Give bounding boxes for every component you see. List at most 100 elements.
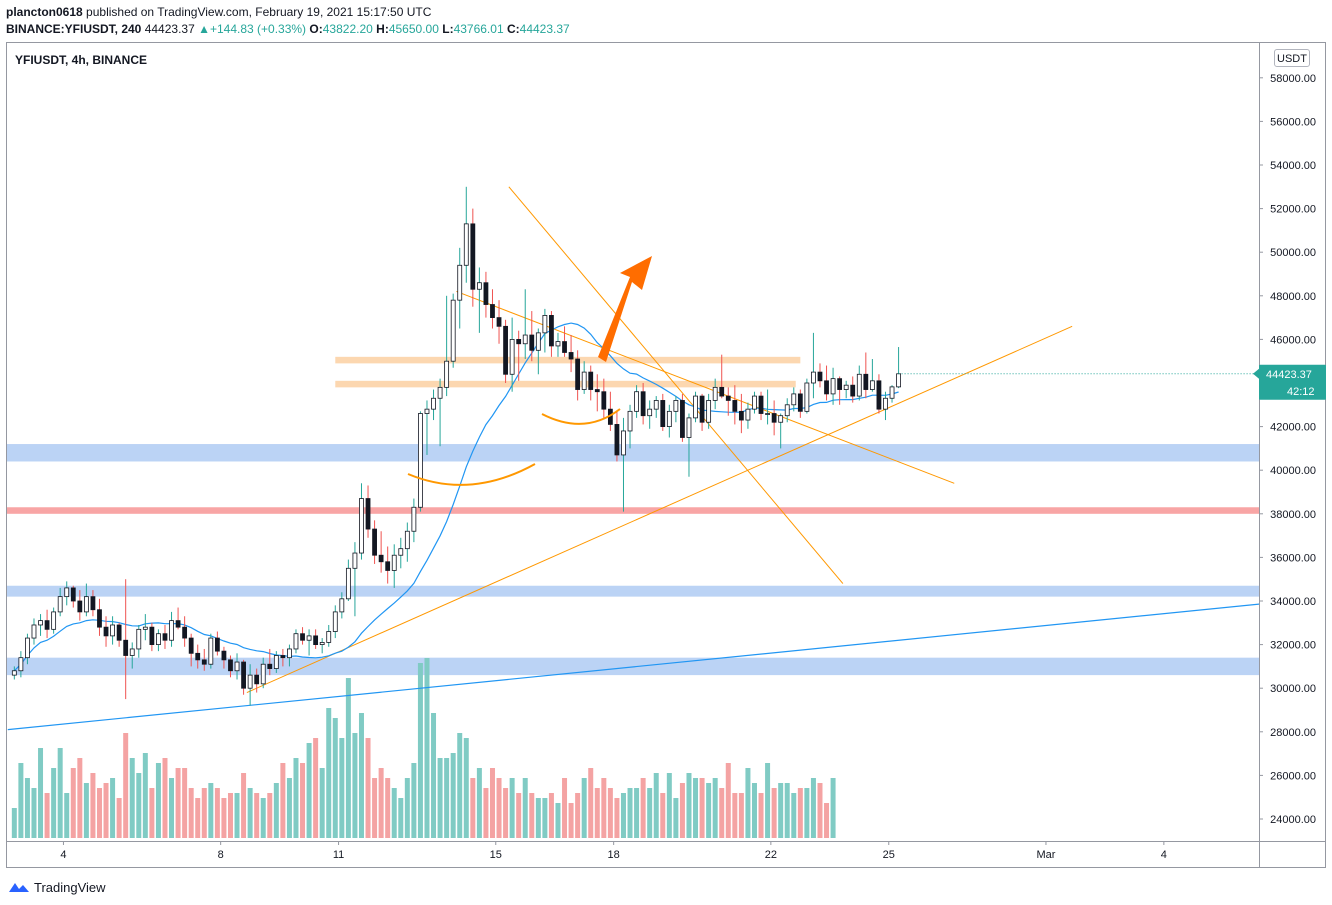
volume-bar: [614, 798, 620, 838]
volume-bar: [548, 793, 554, 838]
candle-body: [549, 315, 554, 347]
candle: [359, 483, 364, 560]
candle: [621, 417, 626, 512]
candle-body: [601, 391, 607, 410]
candle: [345, 559, 351, 601]
volume-bar: [201, 788, 207, 838]
trend-line: [246, 325, 1073, 694]
volume-bar: [817, 783, 823, 838]
author-name[interactable]: plancton0618: [6, 5, 83, 19]
volume-bar: [64, 793, 70, 838]
candle-body: [575, 358, 581, 390]
candle-body: [706, 400, 712, 423]
candle: [313, 629, 319, 649]
candle-body: [496, 317, 502, 327]
candle: [869, 359, 875, 392]
volume-bar: [280, 763, 286, 838]
volume-bar: [234, 793, 240, 838]
candle: [208, 633, 214, 669]
candle-body: [784, 404, 790, 417]
volume-bar: [797, 788, 803, 838]
candle: [496, 300, 502, 344]
candle: [31, 618, 37, 645]
y-tick-label: 30000.00: [1270, 683, 1316, 695]
candle: [470, 208, 476, 307]
candle-body: [83, 596, 89, 613]
candle-body: [201, 659, 207, 665]
volume-bar: [666, 773, 672, 838]
candle: [503, 319, 508, 383]
candle-body: [385, 561, 391, 571]
candle-body: [18, 657, 24, 672]
candle-body: [391, 554, 397, 571]
candle-body: [313, 635, 319, 646]
volume-bar: [581, 778, 587, 838]
x-tick-label: Mar: [1036, 849, 1055, 861]
candle-body: [876, 380, 882, 410]
volume-bar: [169, 778, 175, 838]
candle: [70, 585, 76, 608]
volume-bar: [424, 658, 430, 838]
candle-body: [889, 386, 895, 399]
candle: [352, 542, 358, 617]
volume-bar: [260, 798, 266, 838]
candle: [673, 396, 679, 423]
footer: TradingView: [8, 877, 106, 897]
candle-body: [837, 378, 843, 390]
volume-bar: [51, 768, 57, 838]
volume-bar: [686, 773, 692, 838]
volume-bar: [503, 788, 509, 838]
volume-bar: [653, 773, 659, 838]
x-tick-label: 11: [333, 849, 344, 861]
candle-body: [306, 635, 312, 641]
volume-bar: [254, 793, 260, 838]
candle: [712, 378, 718, 410]
candle-body: [280, 655, 286, 659]
candle: [732, 385, 738, 425]
publish-info: plancton0618 published on TradingView.co…: [6, 5, 431, 20]
currency-button[interactable]: USDT: [1274, 49, 1310, 67]
volume-bar: [372, 778, 378, 838]
candle: [824, 365, 829, 401]
y-tick-label: 58000.00: [1270, 73, 1316, 85]
candle: [44, 609, 50, 639]
volume-bar: [450, 753, 456, 838]
moving-average-line: [13, 322, 899, 672]
candle: [457, 247, 463, 329]
candle-body: [359, 498, 364, 554]
candle: [142, 614, 148, 641]
candle: [607, 391, 613, 431]
footer-brand[interactable]: TradingView: [34, 879, 106, 895]
candle-body: [503, 325, 508, 375]
tradingview-logo-icon[interactable]: [8, 880, 30, 894]
volume-bar: [719, 788, 725, 838]
candle-body: [372, 528, 377, 556]
candle: [896, 347, 901, 389]
candle-body: [142, 626, 148, 630]
volume-bar: [241, 773, 247, 838]
candle: [745, 402, 751, 429]
candle: [594, 374, 600, 412]
candle: [129, 642, 135, 669]
candle: [103, 616, 109, 647]
candle: [837, 376, 843, 405]
volume-bar: [129, 758, 135, 838]
volume-bar: [542, 798, 548, 838]
candle: [784, 398, 790, 423]
candle: [11, 666, 17, 680]
candle: [660, 393, 666, 431]
candle: [149, 622, 155, 652]
volume-bar: [732, 793, 738, 838]
candle: [398, 537, 404, 569]
candle-body: [509, 338, 515, 375]
candle: [97, 598, 102, 636]
candle: [817, 363, 823, 388]
candle-body: [450, 299, 456, 362]
candle: [634, 385, 639, 418]
candle: [666, 404, 672, 438]
candle: [411, 498, 417, 543]
volume-bar: [830, 778, 836, 838]
candle-body: [666, 410, 672, 427]
volume-bar: [660, 793, 666, 838]
